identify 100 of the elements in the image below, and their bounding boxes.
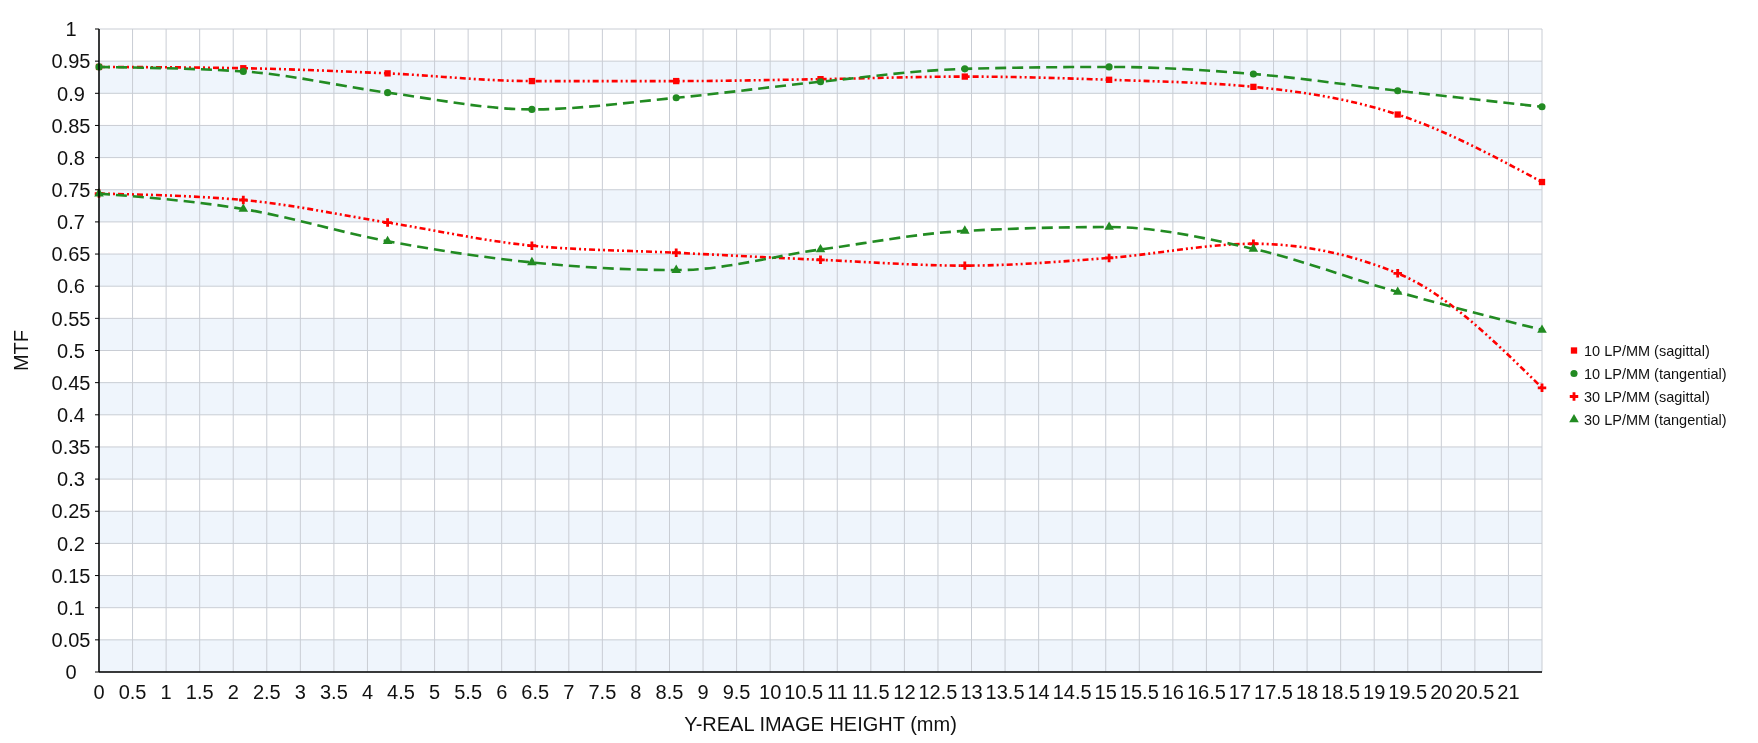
point: [1537, 324, 1547, 333]
y-tick-label: 0: [65, 661, 77, 684]
y-tick-label: 0.45: [51, 371, 91, 394]
x-tick-label: 2.5: [252, 681, 281, 703]
point: [384, 70, 391, 77]
point: [671, 248, 681, 258]
x-tick-label: 7.5: [588, 681, 617, 703]
point: [1105, 63, 1113, 71]
point: [672, 94, 680, 102]
x-tick-label: 4.5: [387, 681, 415, 703]
point: [238, 203, 249, 212]
x-tick-label: 21: [1497, 681, 1520, 703]
point: [961, 73, 968, 80]
point: [382, 235, 393, 244]
point: [959, 225, 970, 234]
x-tick-label: 12: [893, 681, 916, 703]
y-tick-label: 0.4: [57, 404, 85, 426]
point: [816, 255, 825, 265]
point: [1249, 70, 1257, 78]
x-tick-label: 5: [429, 681, 441, 703]
point: [527, 256, 537, 266]
legend-label: 10 LP/MM (sagittal): [1584, 342, 1710, 359]
point: [1394, 87, 1402, 95]
x-tick-label: 20: [1430, 681, 1453, 703]
x-tick-label: 6.5: [521, 681, 550, 703]
point: [1393, 269, 1402, 278]
x-tick-label: 12.5: [918, 681, 958, 703]
point: [1105, 76, 1113, 83]
x-tick-label: 17: [1228, 681, 1252, 703]
point: [671, 264, 682, 273]
point: [239, 195, 248, 205]
x-tick-label: 6: [496, 681, 508, 703]
x-tick-label: 11: [826, 681, 848, 703]
x-tick-label: 16.5: [1186, 681, 1226, 703]
y-tick-label: 0.05: [51, 629, 91, 652]
point: [961, 65, 969, 73]
point: [1392, 286, 1403, 295]
x-tick-label: 10.5: [784, 681, 824, 703]
y-tick-label: 0.15: [51, 564, 91, 587]
point: [1538, 103, 1546, 111]
x-tick-label: 9: [697, 681, 709, 703]
x-tick-label: 0.5: [118, 681, 147, 703]
x-tick-label: 16: [1161, 681, 1184, 703]
x-tick-label: 19.5: [1388, 681, 1428, 703]
x-tick-label: 8.5: [655, 681, 684, 703]
point: [1250, 83, 1257, 91]
x-tick-label: 7: [563, 681, 575, 703]
y-tick-label: 0.25: [51, 500, 91, 523]
point: [960, 261, 970, 270]
legend-label: 30 LP/MM (tangential): [1584, 411, 1727, 428]
point: [527, 241, 537, 250]
x-tick-label: 10: [759, 681, 782, 703]
x-tick-label: 2: [227, 681, 239, 703]
y-tick-label: 0.35: [51, 436, 91, 459]
y-tick-label: 0.3: [57, 468, 85, 491]
x-tick-label: 14.5: [1052, 681, 1092, 703]
x-axis-title: Y-REAL IMAGE HEIGHT (mm): [684, 713, 957, 735]
point: [1538, 178, 1546, 186]
x-tick-label: 0: [93, 681, 105, 703]
x-tick-label: 20.5: [1455, 681, 1495, 703]
point: [1394, 111, 1401, 118]
x-tick-label: 19: [1363, 681, 1386, 703]
point: [528, 77, 536, 85]
point: [1104, 253, 1114, 263]
x-tick-label: 13: [960, 681, 983, 703]
x-tick-label: 13.5: [985, 681, 1025, 703]
y-tick-label: 0.9: [57, 82, 85, 105]
y-tick-label: 0.85: [51, 114, 91, 137]
y-axis-title: MTF: [10, 329, 32, 372]
y-tick-label: 0.65: [51, 243, 91, 266]
point: [673, 77, 680, 85]
x-tick-label: 18.5: [1321, 681, 1361, 703]
x-tick-label: 3.5: [320, 681, 348, 703]
y-tick-label: 0.8: [57, 146, 85, 169]
point: [815, 244, 826, 253]
x-tick-label: 3: [294, 681, 306, 703]
x-tick-label: 9.5: [722, 681, 751, 703]
x-tick-label: 15: [1094, 681, 1117, 703]
x-tick-label: 17.5: [1254, 681, 1293, 703]
x-tick-label: 18: [1295, 681, 1319, 703]
x-tick-label: 11.5: [852, 681, 890, 703]
y-tick-label: 1: [65, 18, 77, 41]
x-tick-label: 15.5: [1119, 681, 1159, 703]
y-tick-label: 0.75: [51, 178, 91, 201]
y-tick-label: 0.1: [57, 596, 85, 619]
x-tick-label: 5.5: [454, 681, 483, 703]
x-tick-label: 1: [160, 681, 172, 703]
legend-label: 10 LP/MM (tangential): [1584, 365, 1727, 382]
legend-label: 30 LP/MM (sagittal): [1584, 388, 1710, 405]
point: [384, 89, 392, 97]
point: [528, 105, 536, 113]
x-tick-label: 8: [630, 681, 642, 703]
y-tick-label: 0.55: [51, 307, 91, 330]
x-tick-label: 4: [361, 681, 374, 703]
y-tick-label: 0.5: [57, 339, 85, 362]
y-tick-label: 0.95: [51, 50, 91, 73]
x-tick-label: 1.5: [185, 681, 214, 703]
y-tick-label: 0.6: [57, 275, 85, 298]
y-tick-label: 0.2: [57, 532, 85, 555]
y-tick-label: 0.7: [57, 211, 85, 234]
